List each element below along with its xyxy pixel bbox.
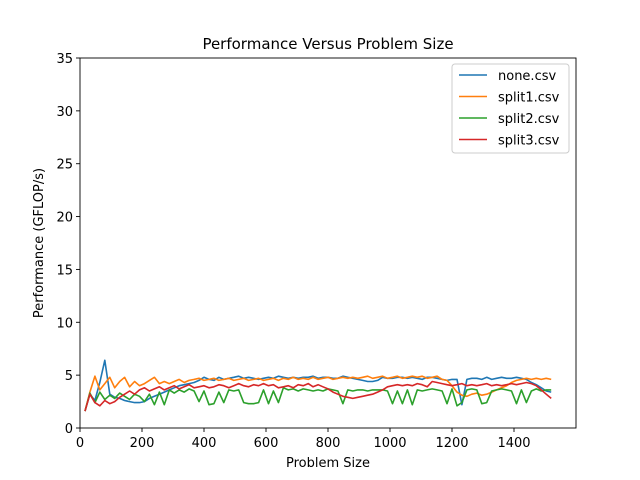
y-tick-label: 20: [56, 211, 73, 226]
series-line-2: [84, 375, 552, 412]
chart-title: Performance Versus Problem Size: [202, 35, 453, 53]
legend-label-4: split3.csv: [498, 134, 560, 149]
x-axis-ticks: 0 200 400 600 800 1000 1200 1400: [76, 428, 531, 451]
legend: none.csv split1.csv split2.csv split3.csv: [451, 63, 570, 154]
y-tick-label: 10: [56, 316, 73, 331]
y-tick-label: 15: [56, 263, 73, 278]
plot-lines: [84, 359, 552, 412]
x-tick-label: 0: [76, 436, 84, 451]
legend-label-2: split1.csv: [498, 91, 560, 106]
y-axis-label: Performance (GFLOP/s): [32, 168, 47, 318]
y-axis-ticks: 0 5 10 15 20 25 30 35: [56, 52, 80, 437]
series-line-3: [84, 386, 552, 412]
x-tick-label: 200: [130, 436, 155, 451]
x-tick-label: 400: [192, 436, 217, 451]
y-tick-label: 25: [56, 158, 73, 173]
series-line-4: [84, 380, 552, 412]
y-tick-label: 35: [56, 52, 73, 67]
series-line-1: [84, 359, 552, 412]
legend-box: [451, 63, 570, 154]
x-axis-label: Problem Size: [286, 456, 370, 471]
legend-label-1: none.csv: [498, 69, 556, 84]
y-tick-label: 5: [65, 369, 73, 384]
x-tick-label: 600: [254, 436, 279, 451]
y-tick-label: 30: [56, 105, 73, 120]
y-tick-label: 0: [65, 422, 73, 437]
x-tick-label: 1200: [435, 436, 468, 451]
x-tick-label: 800: [316, 436, 341, 451]
x-tick-label: 1000: [373, 436, 406, 451]
legend-label-3: split2.csv: [498, 112, 560, 127]
x-tick-label: 1400: [497, 436, 530, 451]
